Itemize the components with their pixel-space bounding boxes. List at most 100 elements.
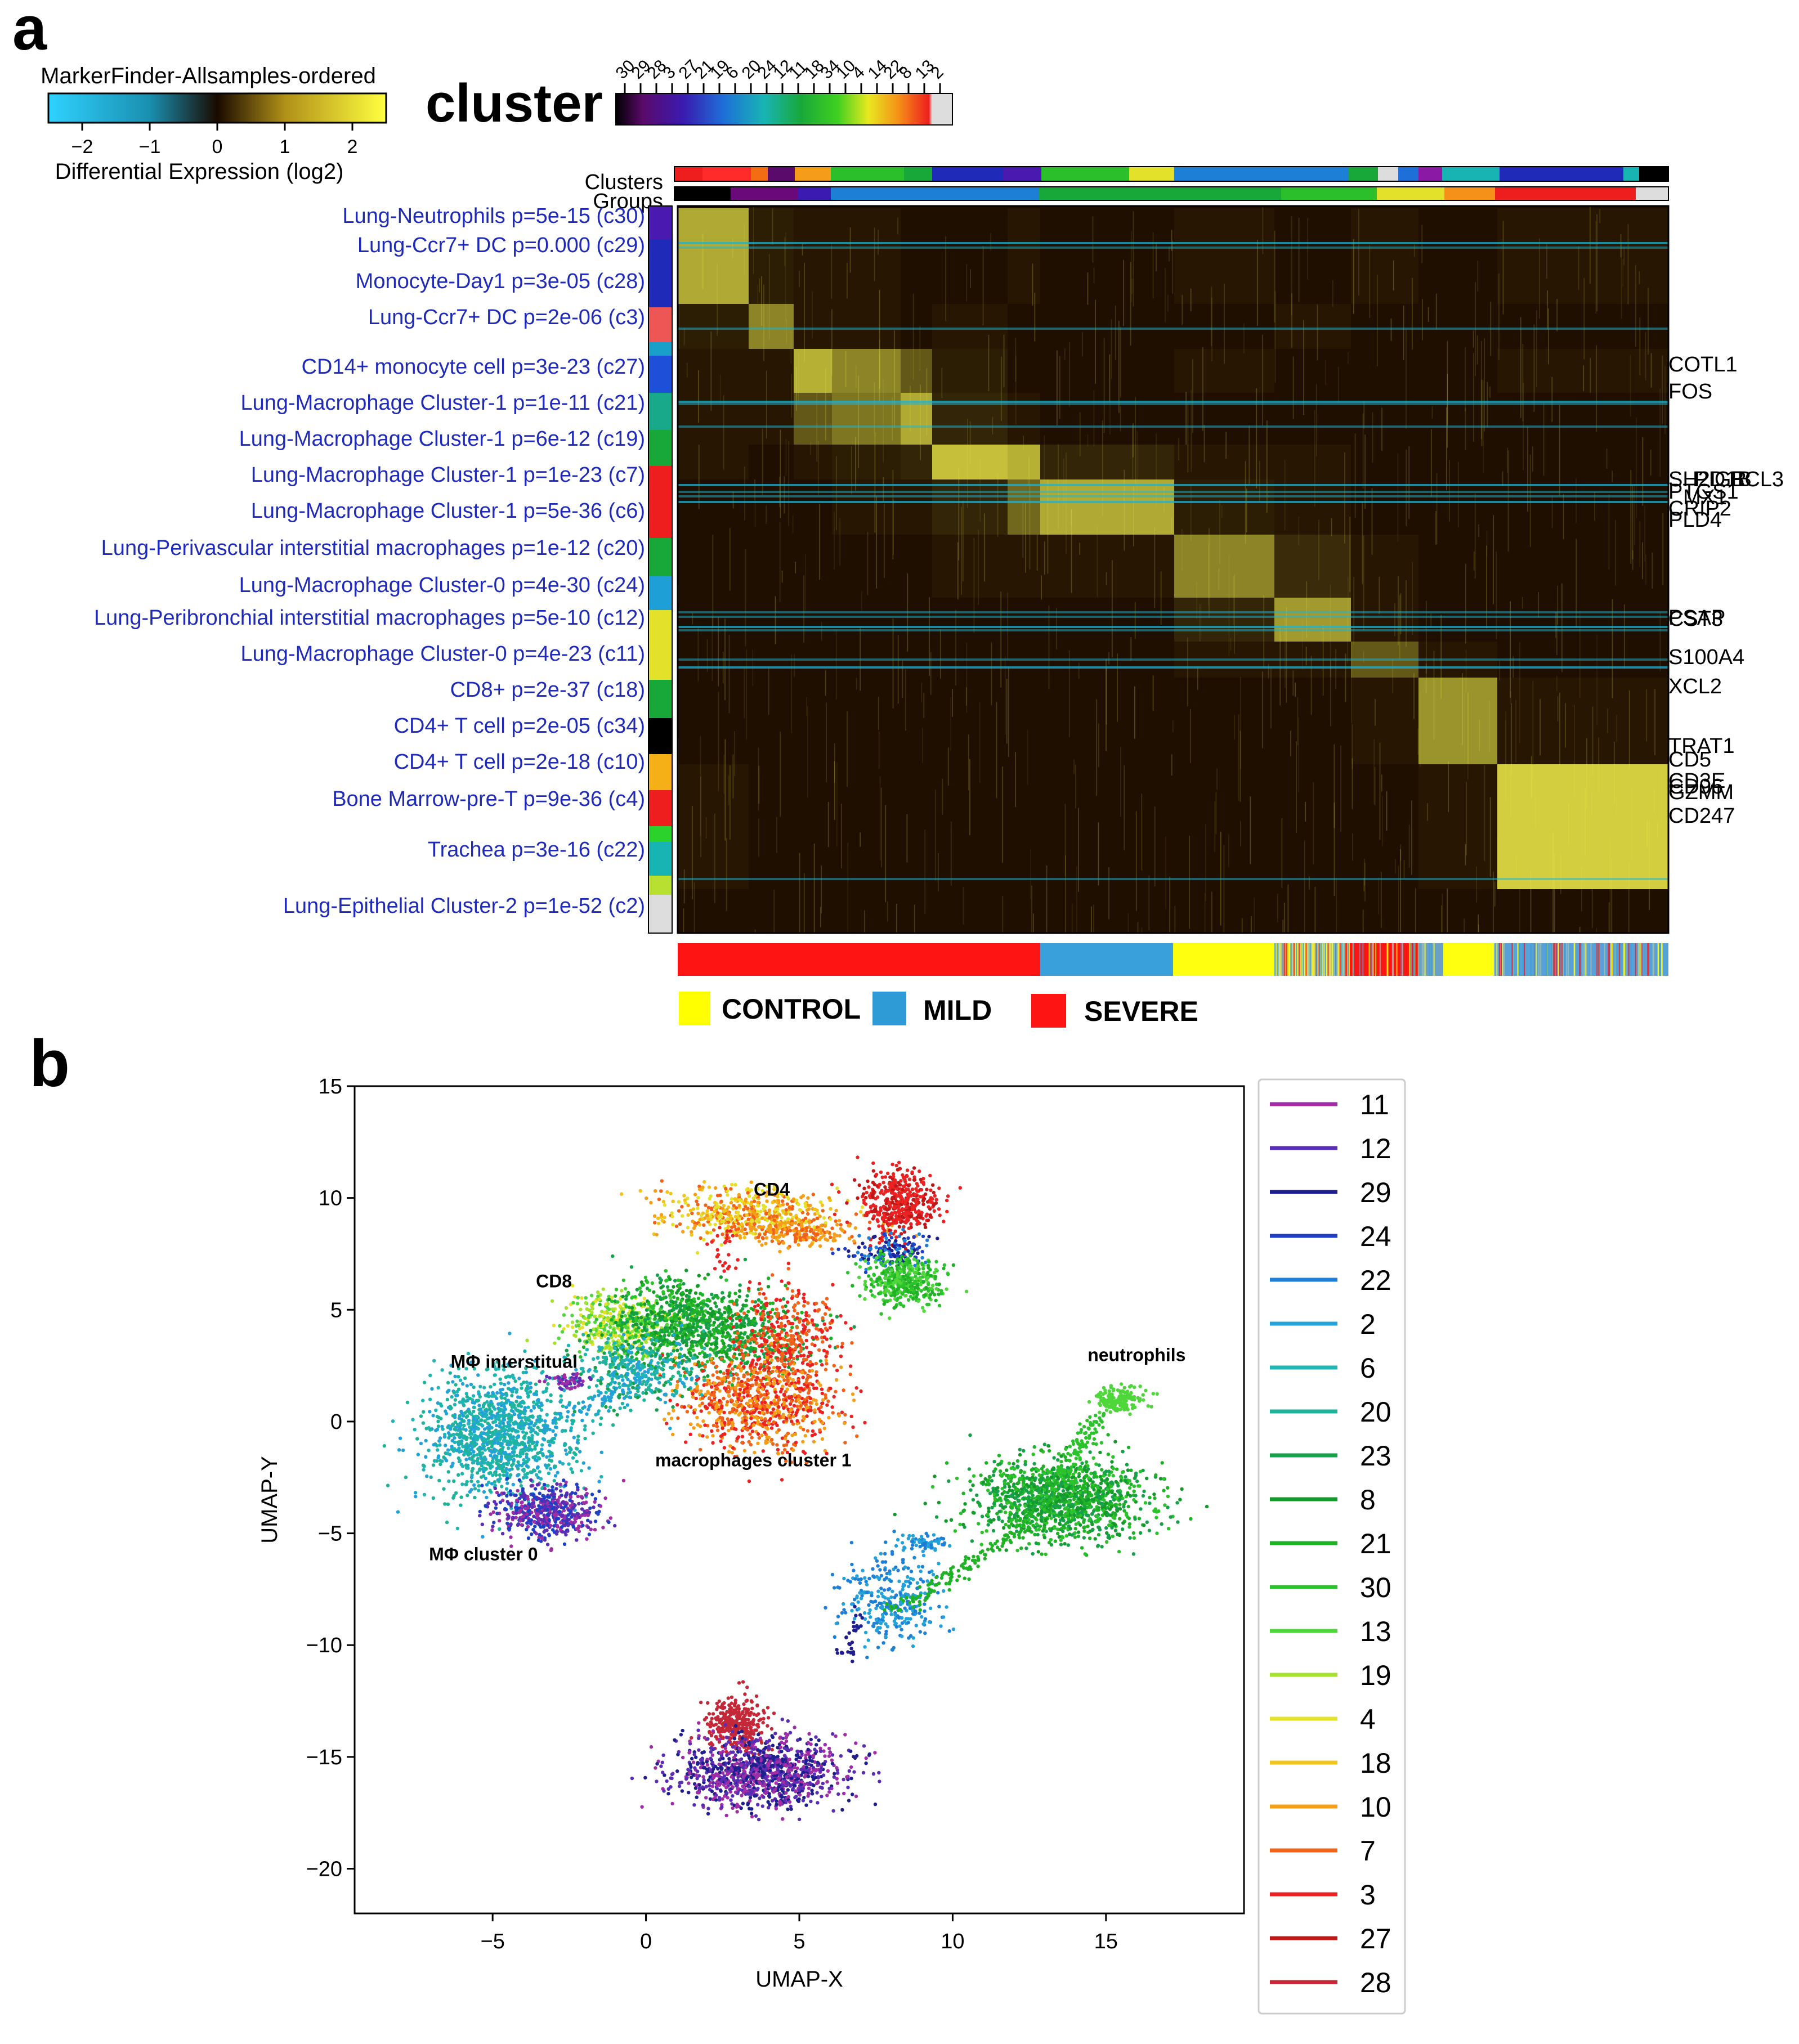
umap-point bbox=[916, 1262, 920, 1266]
heatmap-streak bbox=[1106, 667, 1107, 725]
umap-point bbox=[775, 1320, 779, 1324]
umap-point bbox=[863, 1270, 868, 1275]
umap-point bbox=[906, 1257, 910, 1261]
umap-point bbox=[878, 1252, 883, 1256]
group-bar-stripe bbox=[1326, 943, 1327, 976]
umap-point bbox=[714, 1213, 718, 1217]
heatmap-streak bbox=[831, 309, 833, 376]
umap-point bbox=[926, 1200, 930, 1204]
umap-point bbox=[866, 1179, 870, 1184]
heatmap-streak bbox=[813, 843, 815, 933]
heatmap-streak bbox=[1639, 317, 1641, 375]
heatmap-block bbox=[932, 304, 1008, 349]
umap-point bbox=[628, 1336, 632, 1340]
row-label: CD4+ T cell p=2e-18 (c10) bbox=[394, 750, 645, 774]
umap-point bbox=[773, 1193, 777, 1197]
gene-label: CD96 bbox=[1668, 775, 1723, 799]
umap-point bbox=[889, 1285, 893, 1289]
umap-point bbox=[863, 1297, 867, 1301]
umap-point bbox=[614, 1294, 617, 1298]
umap-point bbox=[598, 1302, 602, 1307]
umap-point bbox=[796, 1202, 800, 1207]
heatmap-streak bbox=[1565, 703, 1566, 748]
heatmap-streak bbox=[1034, 292, 1036, 342]
heatmap-streak bbox=[1382, 796, 1383, 846]
umap-point bbox=[808, 1360, 812, 1364]
umap-point bbox=[687, 1295, 691, 1299]
umap-point bbox=[659, 1213, 664, 1217]
umap-point bbox=[670, 1316, 674, 1320]
heatmap-streak bbox=[1073, 759, 1075, 774]
umap-point bbox=[652, 1232, 656, 1236]
heatmap-streak bbox=[1078, 808, 1079, 892]
heatmap-streak bbox=[1174, 906, 1176, 933]
heatmap-streak bbox=[1156, 433, 1157, 507]
heatmap-streak bbox=[796, 367, 797, 411]
heatmap-streak bbox=[717, 263, 718, 336]
heatmap-streak bbox=[834, 512, 835, 570]
umap-point bbox=[811, 1193, 816, 1196]
umap-point bbox=[874, 1256, 879, 1260]
umap-point bbox=[761, 1321, 765, 1325]
umap-point bbox=[857, 1275, 861, 1279]
heatmap-streak bbox=[879, 290, 880, 389]
group-bar-stripe bbox=[1559, 943, 1561, 976]
row-label: CD8+ p=2e-37 (c18) bbox=[450, 678, 645, 702]
umap-point bbox=[869, 1289, 873, 1293]
heatmap-streak bbox=[1486, 530, 1488, 557]
heatmap-streak bbox=[724, 739, 726, 841]
heatmap-streak bbox=[1358, 209, 1359, 296]
heatmap-block bbox=[1351, 598, 1418, 642]
umap-point bbox=[736, 1377, 740, 1381]
umap-point bbox=[773, 1390, 778, 1394]
heatmap-streak bbox=[860, 832, 861, 847]
umap-point bbox=[886, 1171, 890, 1176]
umap-point bbox=[860, 1253, 864, 1257]
heatmap-streak bbox=[807, 706, 808, 798]
heatmap-block bbox=[1274, 535, 1351, 598]
umap-point bbox=[782, 1378, 786, 1382]
umap-point bbox=[894, 1211, 898, 1215]
heatmap-streak bbox=[847, 262, 848, 299]
umap-point bbox=[681, 1290, 685, 1295]
heatmap-streak bbox=[1427, 307, 1429, 322]
umap-point bbox=[672, 1346, 676, 1350]
umap-point bbox=[665, 1343, 669, 1347]
umap-point bbox=[669, 1342, 673, 1346]
umap-point bbox=[799, 1353, 803, 1358]
umap-point bbox=[800, 1361, 805, 1365]
umap-point bbox=[917, 1209, 921, 1213]
umap-point bbox=[553, 1341, 557, 1345]
heatmap-streak bbox=[1031, 885, 1032, 933]
heatmap-streak bbox=[1120, 326, 1121, 398]
umap-point bbox=[775, 1338, 778, 1342]
umap-point bbox=[729, 1187, 733, 1191]
umap-point bbox=[825, 1230, 829, 1234]
umap-point bbox=[834, 1208, 838, 1213]
umap-point bbox=[600, 1310, 604, 1314]
heatmap-streak bbox=[1364, 863, 1366, 902]
heatmap-streak bbox=[1336, 878, 1337, 933]
group-bar-stripe bbox=[1297, 943, 1299, 976]
umap-point bbox=[752, 1350, 756, 1353]
umap-point bbox=[665, 1301, 669, 1305]
heatmap-streak bbox=[1314, 886, 1316, 933]
umap-point bbox=[898, 1244, 902, 1248]
umap-point bbox=[766, 1315, 770, 1319]
umap-point bbox=[828, 1326, 833, 1330]
umap-point bbox=[654, 1189, 657, 1193]
umap-point bbox=[888, 1253, 893, 1257]
umap-point bbox=[889, 1191, 894, 1195]
heatmap-streak bbox=[726, 837, 727, 912]
umap-point bbox=[705, 1213, 709, 1217]
umap-point bbox=[931, 1183, 935, 1187]
heatmap-streak bbox=[1447, 374, 1448, 448]
group-bar-stripe bbox=[1340, 943, 1341, 976]
heatmap-streak bbox=[950, 821, 952, 886]
umap-point bbox=[878, 1241, 881, 1245]
heatmap-streak bbox=[1510, 691, 1511, 705]
umap-point bbox=[933, 1275, 938, 1279]
umap-point bbox=[894, 1259, 898, 1264]
heatmap-streak bbox=[1476, 866, 1478, 903]
umap-point bbox=[766, 1427, 769, 1431]
